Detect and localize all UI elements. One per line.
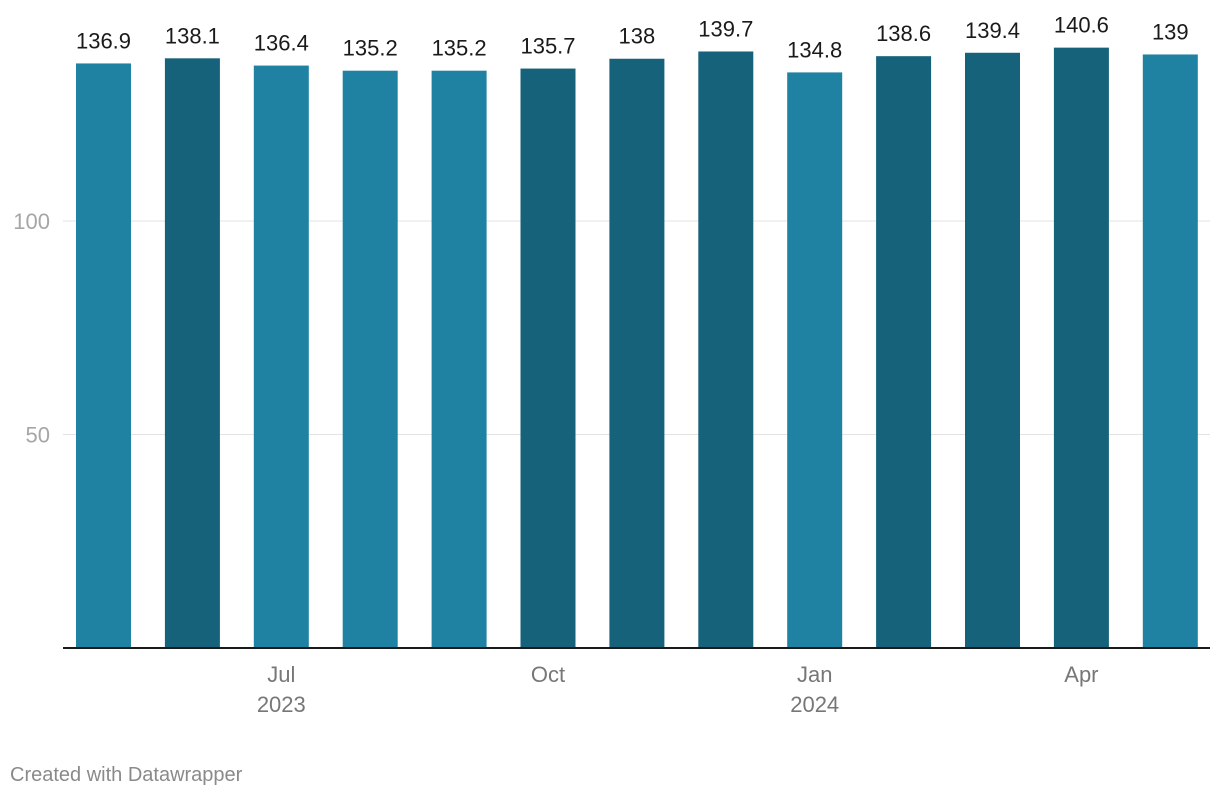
x-tick-label: Oct [531, 662, 565, 687]
bar-value-label: 138 [619, 24, 656, 49]
x-axis-ticks: Jul 2023 Oct Jan 2024 Apr [257, 662, 1099, 717]
x-tick-year-label: 2024 [790, 692, 839, 717]
bar [609, 58, 665, 649]
bar-value-label: 134.8 [787, 37, 842, 62]
datawrapper-credit: Created with Datawrapper [10, 764, 243, 786]
x-tick-label: Apr [1064, 662, 1098, 687]
bar-value-label: 139.7 [698, 16, 753, 41]
bar [76, 63, 131, 648]
y-axis-ticks: 50 100 [13, 209, 50, 448]
bar-value-label: 139.4 [965, 18, 1020, 43]
bar-value-label: 136.9 [76, 28, 131, 53]
bar [431, 70, 487, 649]
bar [787, 72, 843, 649]
bar-value-label: 135.2 [343, 36, 398, 61]
bar-value-label: 140.6 [1054, 13, 1109, 38]
bar [1142, 54, 1198, 649]
bars [76, 47, 1198, 649]
bar-value-label: 139 [1152, 19, 1189, 44]
bar-value-label: 135.2 [432, 36, 487, 61]
bar [164, 58, 220, 649]
y-tick-label: 50 [26, 423, 50, 448]
value-labels: 136.9 138.1 136.4 135.2 135.2 135.7 138 139.7 13… [76, 13, 1189, 63]
bar [876, 56, 932, 649]
bar-value-label: 138.6 [876, 21, 931, 46]
bar [342, 70, 398, 649]
bar [965, 52, 1020, 648]
bar [253, 65, 309, 648]
bar-value-label: 136.4 [254, 31, 309, 56]
x-tick-label: Jan [797, 662, 832, 687]
x-tick-year-label: 2023 [257, 692, 306, 717]
bar [520, 68, 576, 649]
x-tick-label: Jul [267, 662, 295, 687]
y-tick-label: 100 [13, 209, 50, 234]
bar [1053, 47, 1109, 648]
bar-value-label: 138.1 [165, 23, 220, 48]
bar [698, 51, 754, 648]
bar-value-label: 135.7 [520, 34, 575, 59]
